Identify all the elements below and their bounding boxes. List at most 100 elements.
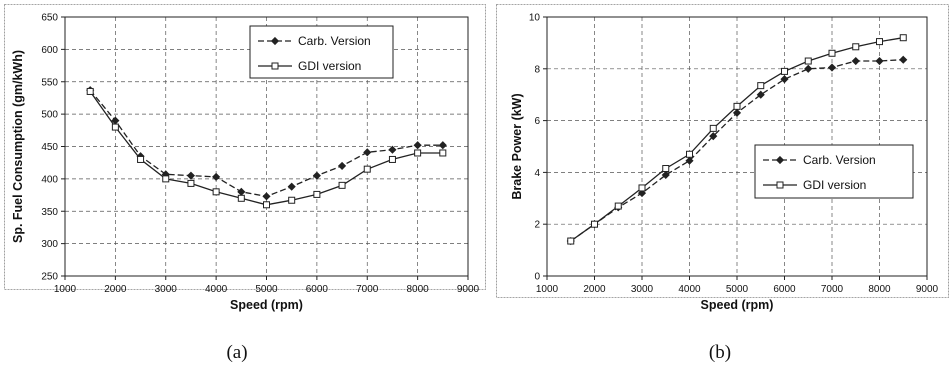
diamond-point <box>685 156 694 165</box>
diamond-point <box>732 108 742 117</box>
y-axis-title: Brake Power (kW) <box>510 93 524 199</box>
diamond-point <box>237 187 246 196</box>
x-tick-label: 7000 <box>356 284 379 295</box>
x-tick-label: 9000 <box>457 284 480 295</box>
y-tick-label: 8 <box>534 64 540 75</box>
square-point <box>662 165 670 173</box>
x-tick-label: 6000 <box>773 284 796 295</box>
x-tick-label: 8000 <box>868 284 891 295</box>
x-tick-label: 3000 <box>155 284 178 295</box>
diamond-point <box>851 56 860 66</box>
square-point <box>591 220 598 228</box>
diamond-point <box>827 63 837 72</box>
y-tick-label: 10 <box>529 13 541 24</box>
diamond-point <box>756 90 765 99</box>
legend-label: GDI version <box>803 178 866 192</box>
x-tick-label: 5000 <box>255 284 278 295</box>
square-point <box>852 43 860 51</box>
legend-label: Carb. Version <box>298 34 371 48</box>
y-tick-label: 500 <box>41 110 58 121</box>
diamond-point <box>312 171 321 180</box>
y-tick-label: 450 <box>41 142 58 153</box>
square-point <box>614 202 622 210</box>
square-point <box>162 175 170 183</box>
diamond-point <box>438 141 447 150</box>
y-tick-label: 0 <box>534 272 540 283</box>
y-tick-label: 300 <box>41 239 58 250</box>
x-tick-label: 2000 <box>104 284 127 295</box>
diamond-point <box>186 171 196 180</box>
diamond-point <box>661 170 670 180</box>
legend-label: GDI version <box>298 59 361 73</box>
square-point <box>237 194 245 202</box>
legend: Carb. Version GDI version <box>754 144 914 199</box>
square-point <box>828 49 836 57</box>
figure-caption: (a) <box>226 342 247 363</box>
x-tick-label: 1000 <box>536 284 559 295</box>
diamond-point <box>337 161 347 170</box>
x-tick-label: 9000 <box>916 284 939 295</box>
y-tick-label: 350 <box>41 207 58 218</box>
legend: Carb. Version GDI version <box>249 25 394 79</box>
diamond-point <box>709 132 718 141</box>
square-point <box>781 67 788 75</box>
y-tick-label: 4 <box>534 168 540 179</box>
square-point <box>137 155 145 163</box>
series-gdi <box>567 34 907 245</box>
diamond-point <box>804 64 813 73</box>
y-tick-label: 650 <box>41 13 58 24</box>
series-gdi <box>86 87 447 209</box>
y-tick-label: 550 <box>41 77 58 88</box>
square-point <box>338 181 346 189</box>
y-tick-label: 6 <box>534 116 540 127</box>
square-point <box>263 201 270 209</box>
x-axis-title: Speed (rpm) <box>701 298 774 312</box>
x-tick-label: 7000 <box>821 284 844 295</box>
y-axis-title: Sp. Fuel Consumption (gm/kWh) <box>11 50 25 243</box>
x-tick-label: 3000 <box>631 284 654 295</box>
legend-marker <box>271 62 279 70</box>
legend-marker <box>775 155 785 165</box>
y-tick-label: 250 <box>41 272 58 283</box>
x-tick-label: 8000 <box>407 284 430 295</box>
square-point <box>567 237 575 245</box>
diamond-point <box>899 55 908 64</box>
square-point <box>804 57 812 65</box>
y-tick-label: 2 <box>534 220 540 231</box>
figure-caption: (b) <box>709 342 731 363</box>
x-tick-label: 6000 <box>306 284 329 295</box>
chart-a: 250 300 350 400 450 500 550 600 650 1000 2000 3000 4… <box>4 4 486 363</box>
diamond-point <box>287 182 296 191</box>
diamond-point <box>413 141 422 150</box>
diamond-point <box>363 148 372 157</box>
diamond-point <box>262 192 271 201</box>
legend-label: Carb. Version <box>803 153 876 167</box>
x-axis-title: Speed (rpm) <box>230 298 303 312</box>
x-tick-label: 4000 <box>205 284 228 295</box>
legend-box <box>754 144 914 199</box>
x-tick-label: 1000 <box>54 284 77 295</box>
diamond-point <box>212 172 221 181</box>
square-point <box>313 190 321 198</box>
square-point <box>363 165 371 173</box>
square-point <box>876 38 883 46</box>
square-point <box>686 150 693 158</box>
square-point <box>899 34 907 42</box>
square-point <box>187 179 195 187</box>
square-point <box>414 149 422 157</box>
square-point <box>709 124 717 132</box>
x-tick-label: 2000 <box>583 284 606 295</box>
square-point <box>86 87 94 95</box>
square-point <box>638 184 646 192</box>
y-tick-label: 600 <box>41 45 58 56</box>
square-point <box>388 155 396 163</box>
chart-b: 0 2 4 6 8 10 1000 2000 3000 4000 5000 6000 7000 8000 9… <box>496 4 949 363</box>
legend-marker <box>776 181 784 189</box>
square-point <box>288 196 296 204</box>
y-tick-label: 400 <box>41 174 58 185</box>
diamond-point <box>388 145 397 154</box>
square-point <box>212 188 220 196</box>
x-tick-label: 4000 <box>678 284 701 295</box>
square-point <box>733 102 741 110</box>
